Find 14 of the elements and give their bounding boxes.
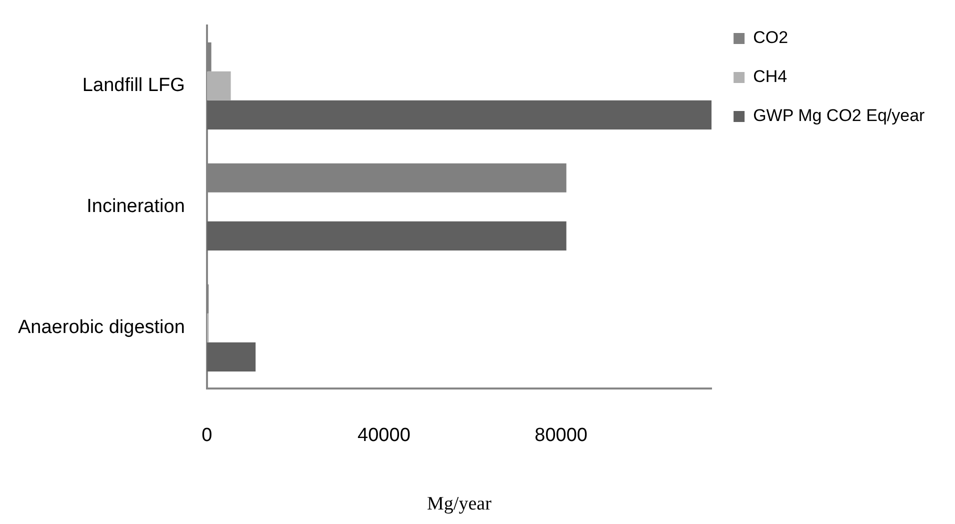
- x-tick-label: 80000: [534, 425, 588, 446]
- legend-label: CO2: [753, 28, 788, 48]
- x-tick-label: 0: [202, 425, 212, 446]
- legend-label: CH4: [753, 67, 788, 86]
- bar: [206, 221, 566, 250]
- y-tick-label: Landfill LFG: [82, 75, 185, 96]
- x-tick-label: 40000: [358, 425, 410, 446]
- y-tick-label: Anaerobic digestion: [18, 317, 185, 338]
- bar: [206, 342, 256, 372]
- bar: [206, 71, 231, 100]
- x-axis-title: Mg/year: [427, 494, 492, 515]
- legend-label: GWP Mg CO2 Eq/year: [753, 106, 926, 126]
- bar: [206, 100, 712, 130]
- y-tick-label: Incineration: [86, 196, 185, 218]
